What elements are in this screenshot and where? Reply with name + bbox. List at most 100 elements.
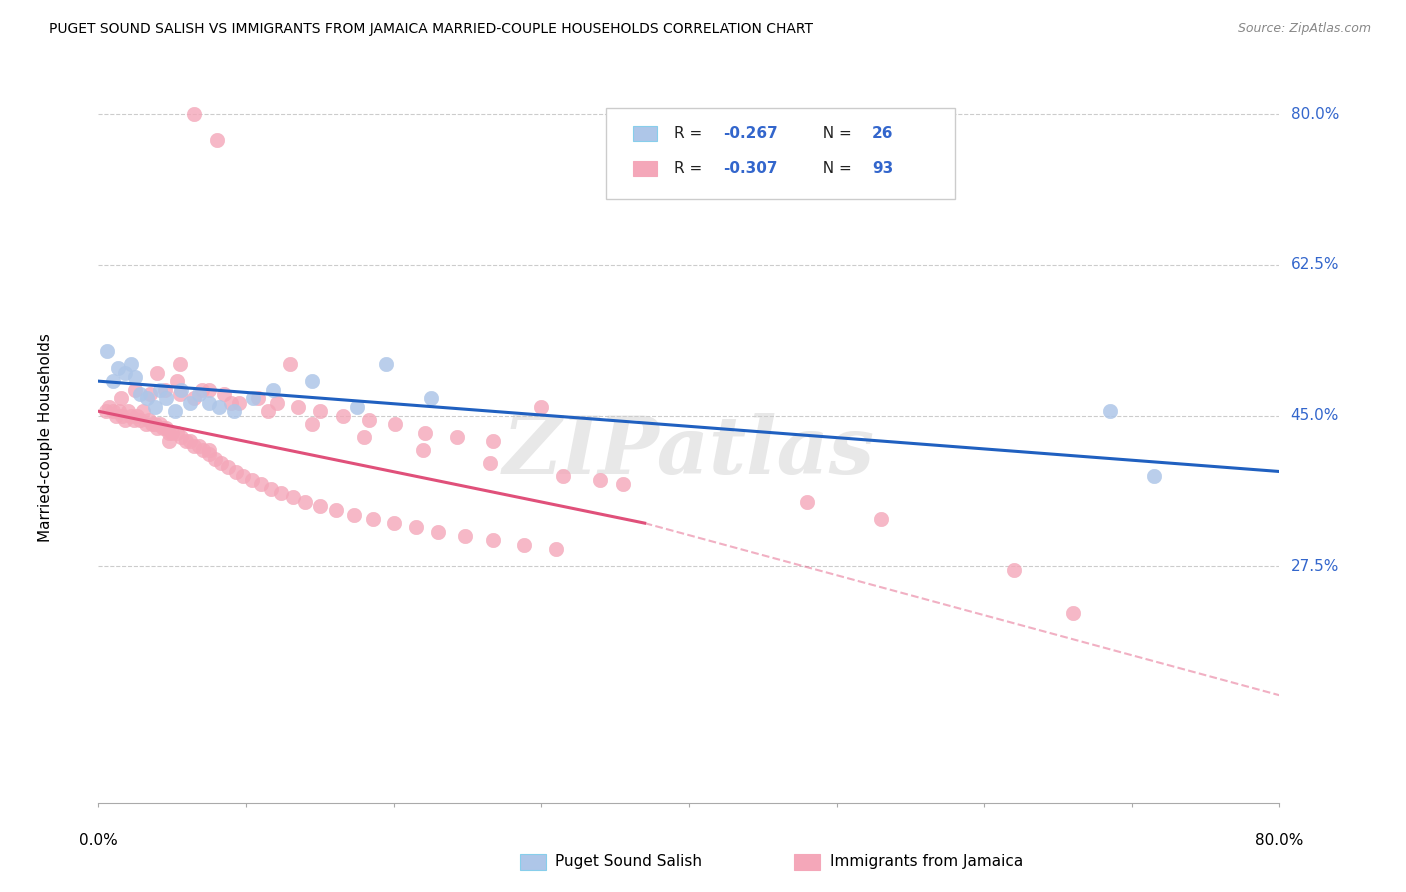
Text: Puget Sound Salish: Puget Sound Salish: [555, 855, 703, 869]
Text: 26: 26: [872, 126, 893, 141]
Point: [187, 387, 209, 401]
Text: 27.5%: 27.5%: [1291, 558, 1339, 574]
Point: [103, 374, 125, 388]
Point: [183, 107, 205, 121]
Point: [146, 366, 169, 380]
Point: [149, 383, 172, 397]
Point: [152, 421, 174, 435]
Point: [117, 404, 139, 418]
Point: [204, 451, 226, 466]
Point: [114, 366, 136, 380]
Point: [309, 404, 332, 418]
Text: 62.5%: 62.5%: [1291, 258, 1339, 272]
Point: [481, 434, 503, 449]
Point: [138, 413, 160, 427]
Point: [427, 524, 450, 539]
Text: Source: ZipAtlas.com: Source: ZipAtlas.com: [1237, 22, 1371, 36]
Point: [796, 494, 818, 508]
Point: [96, 344, 118, 359]
Point: [343, 508, 366, 522]
Point: [111, 409, 134, 423]
Point: [262, 383, 284, 397]
Point: [132, 404, 155, 418]
Point: [270, 486, 292, 500]
Text: Married-couple Households: Married-couple Households: [38, 333, 53, 541]
Point: [157, 425, 180, 440]
Point: [169, 387, 191, 401]
Point: [166, 425, 188, 440]
Point: [225, 465, 247, 479]
Point: [124, 383, 146, 397]
Point: [353, 430, 375, 444]
Point: [1143, 468, 1166, 483]
Point: [107, 361, 129, 376]
Text: R =: R =: [673, 126, 707, 141]
Point: [139, 387, 162, 401]
Point: [246, 392, 269, 406]
Point: [157, 434, 180, 449]
Point: [165, 404, 187, 418]
Point: [208, 400, 231, 414]
Point: [412, 442, 434, 457]
Point: [257, 404, 280, 418]
Text: -0.267: -0.267: [723, 126, 778, 141]
Text: N =: N =: [813, 161, 856, 176]
Point: [232, 468, 254, 483]
Point: [530, 400, 553, 414]
Point: [382, 516, 405, 530]
Point: [325, 503, 347, 517]
Point: [221, 395, 243, 409]
Point: [612, 477, 634, 491]
Text: 0.0%: 0.0%: [79, 833, 118, 848]
Text: 80.0%: 80.0%: [1256, 833, 1303, 848]
Point: [125, 409, 148, 423]
Point: [283, 491, 305, 505]
Point: [384, 417, 406, 432]
Point: [128, 387, 150, 401]
Point: [191, 383, 214, 397]
Point: [103, 404, 125, 418]
Point: [357, 413, 380, 427]
Point: [174, 434, 197, 449]
Point: [453, 529, 475, 543]
Point: [870, 512, 893, 526]
Point: [105, 409, 128, 423]
Point: [155, 392, 177, 406]
Point: [149, 417, 172, 432]
Text: R =: R =: [673, 161, 707, 176]
Point: [122, 413, 145, 427]
Point: [135, 417, 157, 432]
Point: [141, 417, 163, 432]
Point: [94, 404, 117, 418]
Point: [405, 520, 427, 534]
Point: [97, 400, 120, 414]
Point: [478, 456, 501, 470]
Point: [155, 421, 177, 435]
Text: ZIPatlas: ZIPatlas: [503, 413, 875, 491]
Point: [128, 413, 150, 427]
Point: [553, 468, 575, 483]
Point: [198, 395, 221, 409]
Text: -0.307: -0.307: [723, 161, 778, 176]
Point: [187, 439, 209, 453]
Point: [301, 374, 323, 388]
Bar: [634, 161, 657, 176]
Point: [361, 512, 384, 526]
Point: [419, 392, 441, 406]
Point: [287, 400, 309, 414]
Point: [1098, 404, 1121, 418]
Point: [1002, 564, 1025, 578]
Point: [346, 400, 368, 414]
Point: [280, 357, 302, 371]
Point: [198, 447, 221, 461]
Point: [170, 430, 193, 444]
Point: [114, 413, 136, 427]
Point: [120, 409, 142, 423]
Point: [301, 417, 323, 432]
Point: [228, 395, 250, 409]
Point: [179, 395, 201, 409]
Text: 80.0%: 80.0%: [1291, 107, 1339, 122]
Text: 93: 93: [872, 161, 893, 176]
Point: [481, 533, 503, 548]
Point: [120, 357, 142, 371]
